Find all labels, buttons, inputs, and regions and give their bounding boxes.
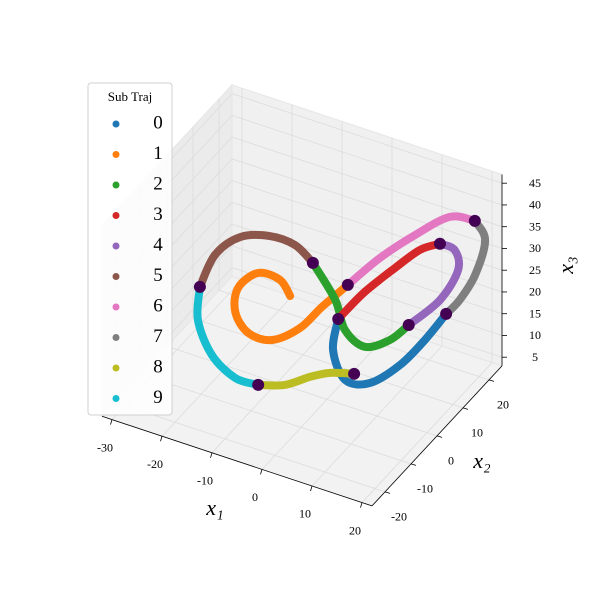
tick-mark xyxy=(410,463,417,466)
legend-box xyxy=(87,82,173,416)
grid-line xyxy=(140,373,412,465)
z-tick-label: 45 xyxy=(529,176,541,190)
trajectory xyxy=(193,282,263,389)
segment-start-marker xyxy=(433,237,446,250)
z-tick-label: 35 xyxy=(529,219,541,233)
z-tick-label: 25 xyxy=(529,263,541,277)
legend-marker xyxy=(112,395,120,402)
tick-mark xyxy=(310,485,313,492)
tick-mark xyxy=(160,436,163,442)
tick-mark xyxy=(260,469,263,475)
axis-line xyxy=(371,365,503,507)
trajectory xyxy=(404,239,464,330)
z-tick-label: 20 xyxy=(529,285,541,299)
segment-start-marker xyxy=(440,307,453,320)
y-tick-label: 0 xyxy=(448,454,454,468)
segment-start-marker xyxy=(332,313,345,326)
legend-marker xyxy=(112,120,120,128)
x-tick-label: 10 xyxy=(299,507,311,521)
z-tick-label: 15 xyxy=(529,306,541,320)
legend-label: 2 xyxy=(153,173,163,194)
trajectory xyxy=(442,216,490,318)
trajectory xyxy=(230,268,352,345)
legend-label: 1 xyxy=(153,143,163,164)
grid-line xyxy=(231,114,503,206)
trajectory xyxy=(254,368,359,390)
legend-marker xyxy=(112,181,120,189)
legend-label: 6 xyxy=(153,295,163,316)
legend-marker xyxy=(112,242,120,250)
grid-line xyxy=(231,136,503,228)
legend-marker xyxy=(112,273,120,280)
legend-marker xyxy=(112,212,120,219)
trajectory xyxy=(343,212,479,289)
y-tick-label: -10 xyxy=(417,482,433,496)
x-tick-label: 0 xyxy=(252,490,258,504)
tick-mark xyxy=(384,491,391,494)
segment-start-marker xyxy=(402,319,415,332)
legend-marker xyxy=(112,364,120,372)
z-tick-label: 30 xyxy=(529,241,541,255)
legend-marker xyxy=(112,303,120,311)
x-tick-label: -30 xyxy=(97,440,113,454)
tick-mark xyxy=(210,452,213,458)
x-tick-label: -10 xyxy=(197,474,213,488)
trajectory xyxy=(328,309,451,389)
segment-start-marker xyxy=(348,367,361,380)
x-tick-label: -20 xyxy=(147,457,163,471)
segment-start-marker xyxy=(341,278,354,291)
grid-line xyxy=(231,158,503,249)
x-axis-label: x₁ xyxy=(205,495,223,520)
legend-marker xyxy=(112,334,120,341)
legend-label: 9 xyxy=(153,387,163,408)
grid-line xyxy=(231,93,503,184)
y-tick-label: -20 xyxy=(391,510,407,524)
segment-start-marker xyxy=(468,214,481,227)
tick-mark xyxy=(488,379,495,382)
segment-start-marker xyxy=(193,280,206,293)
trajectory xyxy=(337,239,444,320)
segment-start-marker xyxy=(306,256,319,269)
legend-label: 4 xyxy=(153,234,163,255)
tick-mark xyxy=(462,407,469,410)
x-tick-label: 20 xyxy=(349,523,361,537)
z-tick-label: 5 xyxy=(532,350,538,364)
legend-title: Sub Traj xyxy=(108,89,152,104)
axis-line xyxy=(101,415,373,507)
legend-label: 7 xyxy=(153,326,163,347)
segment-start-marker xyxy=(252,378,265,391)
z-axis-label: x₃ xyxy=(553,256,578,274)
legend-label: 3 xyxy=(153,204,163,225)
legend-label: 8 xyxy=(153,356,163,377)
trajectory xyxy=(195,230,317,291)
legend-label: 0 xyxy=(153,112,163,133)
tick-mark xyxy=(110,419,113,425)
trajectory xyxy=(308,258,413,352)
grid-line xyxy=(192,317,464,409)
tick-mark xyxy=(436,435,443,438)
y-tick-label: 20 xyxy=(497,398,509,412)
y-axis-label: x₂ xyxy=(472,448,491,473)
z-tick-label: 40 xyxy=(529,198,541,212)
y-tick-label: 10 xyxy=(471,426,483,440)
z-tick-label: 10 xyxy=(529,328,541,342)
legend-marker xyxy=(112,151,120,158)
tick-mark xyxy=(360,502,363,508)
grid-line xyxy=(218,289,490,381)
legend-label: 5 xyxy=(153,265,163,286)
grid-line xyxy=(114,401,386,493)
